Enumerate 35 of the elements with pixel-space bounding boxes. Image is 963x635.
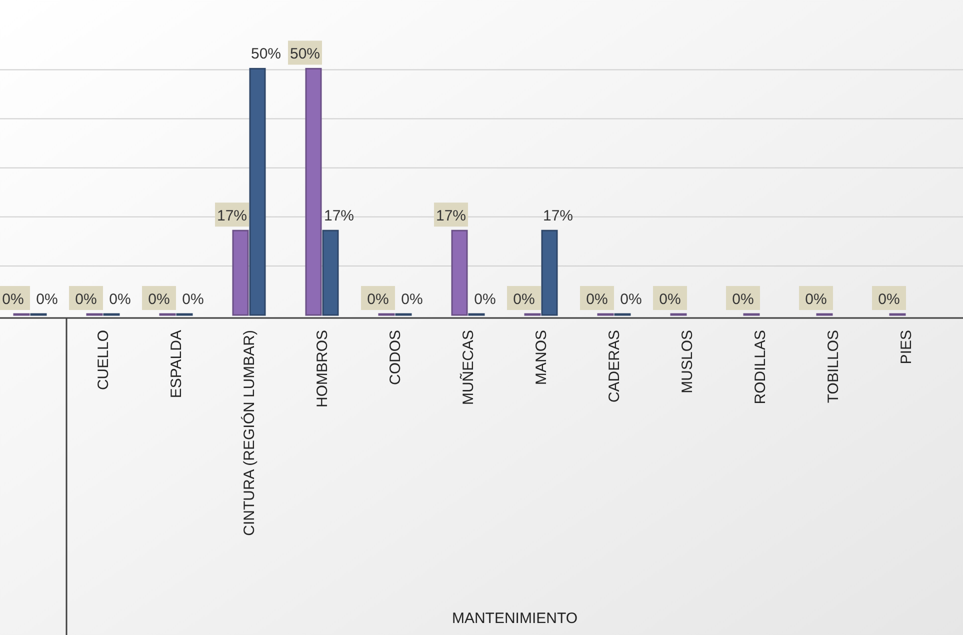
data-label: 0% [109,291,131,308]
x-tick-label: CODOS [387,330,404,386]
data-label: 17% [542,208,574,225]
data-label: 0% [2,291,24,308]
x-tick-label: CADERAS [606,330,623,403]
data-label: 17% [324,208,354,225]
data-label: 50% [250,46,282,63]
x-tick-label: CINTURA (REGIÓN LUMBAR) [240,330,258,536]
data-label: 0% [513,291,535,308]
x-tick-label: PIES [898,330,915,364]
x-tick-label: MANOS [533,330,550,386]
data-label: 0% [75,291,97,308]
data-label: 0% [732,291,754,308]
data-label: 0% [367,291,389,308]
x-tick-label: MUSLOS [679,330,696,394]
data-label: 0% [586,291,608,308]
x-tick-label: CUELLO [95,330,112,390]
x-tick-label: ESPALDA [168,330,185,398]
data-label: 0% [474,291,496,308]
x-tick-label: TOBILLOS [825,330,842,404]
x-tick-label: MUÑECAS [459,330,477,406]
data-label: 0% [182,291,204,308]
data-label: 0% [401,291,423,308]
x-tick-label: HOMBROS [314,330,331,408]
x-tick-label: RODILLAS [752,330,769,404]
x-axis-title: MANTENIMIENTO [452,610,578,627]
data-label: 0% [36,291,58,308]
data-label: 0% [148,291,170,308]
data-label: 17% [216,208,248,225]
data-label: 0% [620,291,642,308]
data-label: 0% [805,291,827,308]
data-label: 50% [290,46,320,63]
data-label: 17% [436,208,466,225]
data-label: 0% [878,291,900,308]
data-label: 0% [659,291,681,308]
